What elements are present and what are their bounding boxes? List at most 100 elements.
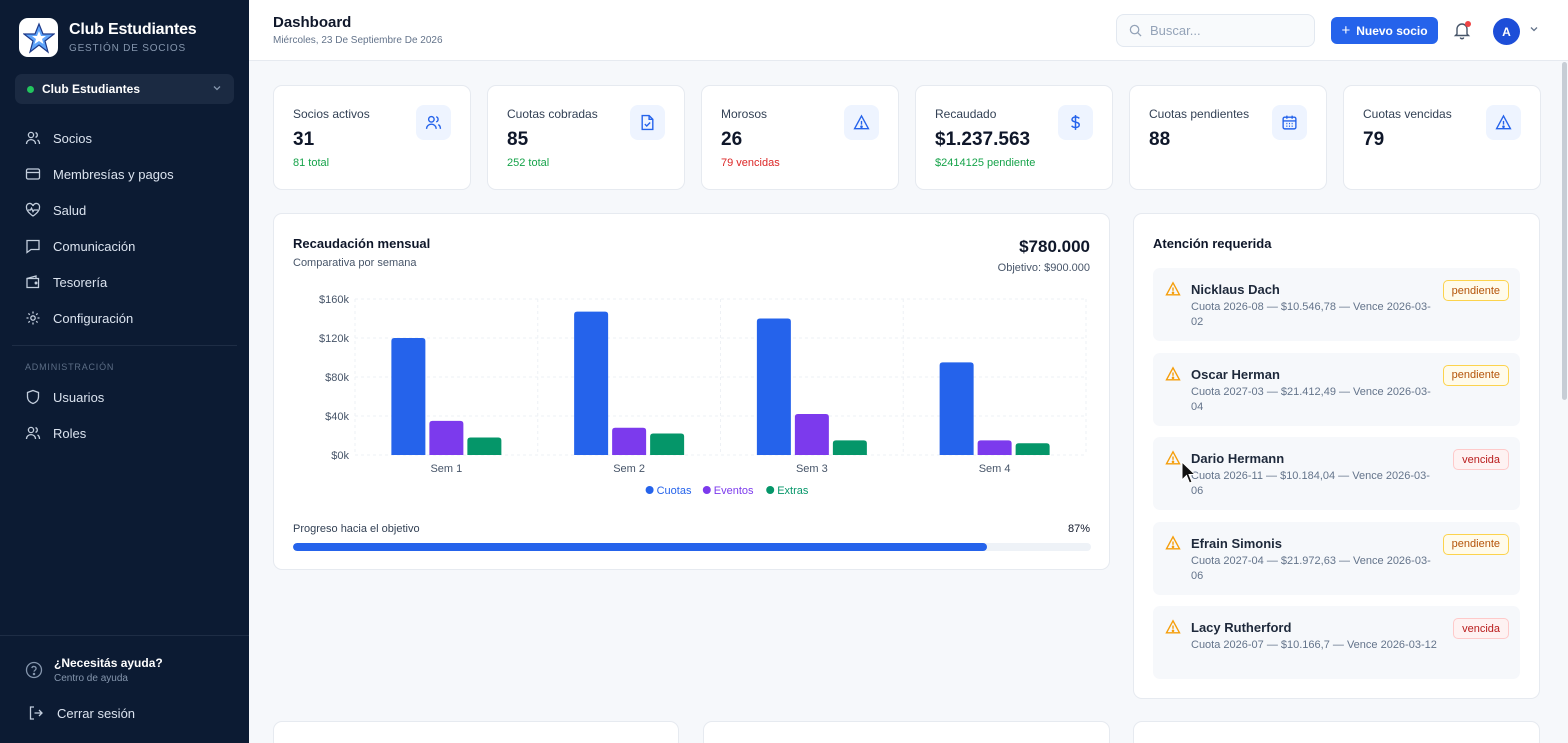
status-badge: pendiente bbox=[1442, 364, 1509, 386]
gear-icon bbox=[26, 311, 40, 325]
attention-title: Atención requerida bbox=[1153, 236, 1272, 251]
legend-dot bbox=[766, 486, 775, 494]
sidebar-item-socios[interactable]: Socios bbox=[15, 120, 234, 156]
search-icon bbox=[1129, 24, 1142, 37]
status-badge: vencida bbox=[1453, 618, 1509, 639]
y-tick-label: $80k bbox=[325, 372, 349, 384]
wallet-icon bbox=[26, 275, 40, 289]
club-selector[interactable]: Club Estudiantes bbox=[15, 74, 234, 104]
sidebar-item-salud[interactable]: Salud bbox=[15, 192, 234, 228]
sidebar-item-comunicacion[interactable]: Comunicación bbox=[15, 228, 234, 264]
avatar[interactable]: A bbox=[1493, 18, 1520, 45]
bottom-card bbox=[273, 721, 679, 743]
warning-icon bbox=[1165, 619, 1181, 634]
x-tick-label: Sem 4 bbox=[979, 463, 1011, 475]
stat-label: Cuotas vencidas bbox=[1363, 107, 1452, 121]
warning-icon bbox=[1165, 365, 1181, 380]
attention-item[interactable]: Oscar Herman Cuota 2027-03 — $21.412,49 —… bbox=[1153, 352, 1520, 426]
club-logo bbox=[19, 18, 58, 57]
sidebar-item-membresias[interactable]: Membresías y pagos bbox=[15, 156, 234, 192]
sidebar-item-label: Usuarios bbox=[53, 389, 105, 405]
status-badge: pendiente bbox=[1442, 533, 1509, 555]
warning-icon bbox=[1495, 114, 1512, 130]
status-dot bbox=[27, 85, 34, 93]
sidebar-item-usuarios[interactable]: Usuarios bbox=[15, 379, 234, 415]
status-badge: pendiente bbox=[1442, 280, 1509, 301]
dollar-icon bbox=[1071, 115, 1080, 130]
logout-button[interactable]: Cerrar sesión bbox=[28, 705, 135, 721]
help-title: ¿Necesitás ayuda? bbox=[54, 656, 163, 670]
y-tick-label: $40k bbox=[325, 411, 349, 423]
legend-dot bbox=[702, 486, 711, 494]
member-name: Lacy Rutherford bbox=[1191, 620, 1292, 635]
y-tick-label: $160k bbox=[319, 294, 349, 306]
status-badge: vencida bbox=[1453, 449, 1509, 470]
stat-value: 85 bbox=[507, 129, 529, 150]
help-link[interactable]: ¿Necesitás ayuda? Centro de ayuda bbox=[25, 656, 163, 684]
search-box bbox=[1116, 14, 1315, 47]
chevron-down-icon[interactable] bbox=[1529, 24, 1539, 34]
bar-extras-sem-2 bbox=[650, 433, 685, 455]
stat-label: Socios activos bbox=[293, 107, 370, 121]
stat-value: $1.237.563 bbox=[935, 129, 1031, 150]
chart-subtitle: Comparativa por semana bbox=[293, 257, 417, 269]
attention-item[interactable]: Dario Hermann Cuota 2026-11 — $10.184,04 … bbox=[1153, 437, 1520, 510]
stat-value: 79 bbox=[1363, 129, 1385, 150]
stat-card-cuotas-pendientes: Cuotas pendientes 88 bbox=[1129, 85, 1327, 190]
brand-title: Club Estudiantes bbox=[69, 21, 197, 38]
stat-card-morosos: Morosos 26 79 vencidas bbox=[701, 85, 899, 190]
main-nav: Socios Membresías y pagos Salud Comunica… bbox=[15, 120, 234, 336]
chart-total: $780.000 bbox=[1019, 237, 1090, 256]
sidebar: Club Estudiantes GESTIÓN DE SOCIOS Club … bbox=[0, 0, 249, 743]
sidebar-item-label: Tesorería bbox=[53, 274, 108, 290]
notifications-button[interactable] bbox=[1452, 20, 1472, 40]
warning-icon bbox=[1165, 450, 1181, 465]
revenue-chart-card: Recaudación mensual Comparativa por sema… bbox=[273, 213, 1110, 570]
sidebar-item-configuracion[interactable]: Configuración bbox=[15, 300, 234, 336]
sidebar-item-label: Socios bbox=[53, 130, 93, 146]
progress-bar bbox=[293, 543, 1091, 551]
scrollbar-thumb[interactable] bbox=[1562, 62, 1567, 400]
page-date: Miércoles, 23 De Septiembre De 2026 bbox=[273, 35, 443, 46]
bar-cuotas-sem-3 bbox=[756, 318, 791, 455]
progress-bar-fill bbox=[293, 543, 988, 551]
stat-sub: 79 vencidas bbox=[721, 157, 780, 169]
attention-item[interactable]: Lacy Rutherford Cuota 2026-07 — $10.166,7… bbox=[1153, 606, 1520, 679]
scrollbar[interactable] bbox=[1561, 61, 1568, 743]
stat-card-socios-activos: Socios activos 31 81 total bbox=[273, 85, 471, 190]
stat-card-cuotas-vencidas: Cuotas vencidas 79 bbox=[1343, 85, 1541, 190]
sidebar-item-roles[interactable]: Roles bbox=[15, 415, 234, 451]
brand: Club Estudiantes GESTIÓN DE SOCIOS bbox=[19, 18, 197, 57]
sidebar-item-label: Membresías y pagos bbox=[53, 166, 174, 182]
sidebar-item-tesoreria[interactable]: Tesorería bbox=[15, 264, 234, 300]
fee-detail: Cuota 2026-11 — $10.184,04 — Vence 2026-… bbox=[1191, 470, 1430, 497]
help-circle-icon bbox=[25, 661, 43, 679]
x-tick-label: Sem 2 bbox=[613, 463, 645, 475]
stat-sub: 252 total bbox=[507, 157, 550, 169]
chevron-down-icon bbox=[212, 83, 222, 96]
attention-item[interactable]: Nicklaus Dach Cuota 2026-08 — $10.546,78 … bbox=[1153, 268, 1520, 341]
new-member-button[interactable]: + Nuevo socio bbox=[1331, 17, 1438, 44]
bell-icon bbox=[1453, 23, 1471, 40]
club-selector-label: Club Estudiantes bbox=[42, 82, 141, 96]
bar-extras-sem-3 bbox=[832, 440, 867, 455]
attention-item[interactable]: Efrain Simonis Cuota 2027-04 — $21.972,63… bbox=[1153, 521, 1520, 595]
bar-eventos-sem-1 bbox=[429, 420, 464, 455]
bottom-card bbox=[1133, 721, 1540, 743]
plus-icon: + bbox=[1341, 22, 1351, 39]
stat-value: 31 bbox=[293, 129, 315, 150]
progress-label: Progreso hacia el objetivo bbox=[293, 523, 420, 535]
fee-detail: Cuota 2026-07 — $10.166,7 — Vence 2026-0… bbox=[1191, 639, 1437, 651]
logout-label: Cerrar sesión bbox=[57, 705, 136, 721]
new-member-label: Nuevo socio bbox=[1356, 23, 1428, 38]
sidebar-item-label: Comunicación bbox=[53, 238, 136, 254]
page-title: Dashboard bbox=[273, 14, 352, 31]
chart-title: Recaudación mensual bbox=[293, 236, 431, 251]
search-input[interactable] bbox=[1150, 23, 1300, 38]
revenue-bar-chart: $0k $40k $80k $120k $160k Sem 1 Sem 2 Sem 3 Sem … bbox=[319, 294, 1087, 497]
bar-cuotas-sem-1 bbox=[391, 338, 426, 455]
message-icon bbox=[26, 239, 40, 254]
bar-eventos-sem-3 bbox=[794, 414, 829, 455]
member-name: Oscar Herman bbox=[1191, 366, 1280, 382]
heart-pulse-icon bbox=[25, 202, 41, 217]
